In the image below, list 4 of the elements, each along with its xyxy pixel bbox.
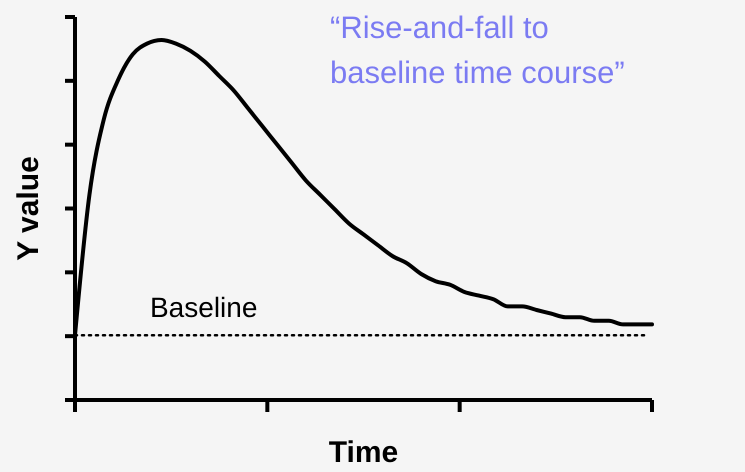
x-axis-title: Time bbox=[328, 436, 398, 469]
ref-line-label: Baseline bbox=[150, 292, 258, 324]
y-axis-title: Y value bbox=[12, 156, 45, 261]
annotation: “Rise-and-fall to baseline time course” bbox=[330, 10, 625, 90]
